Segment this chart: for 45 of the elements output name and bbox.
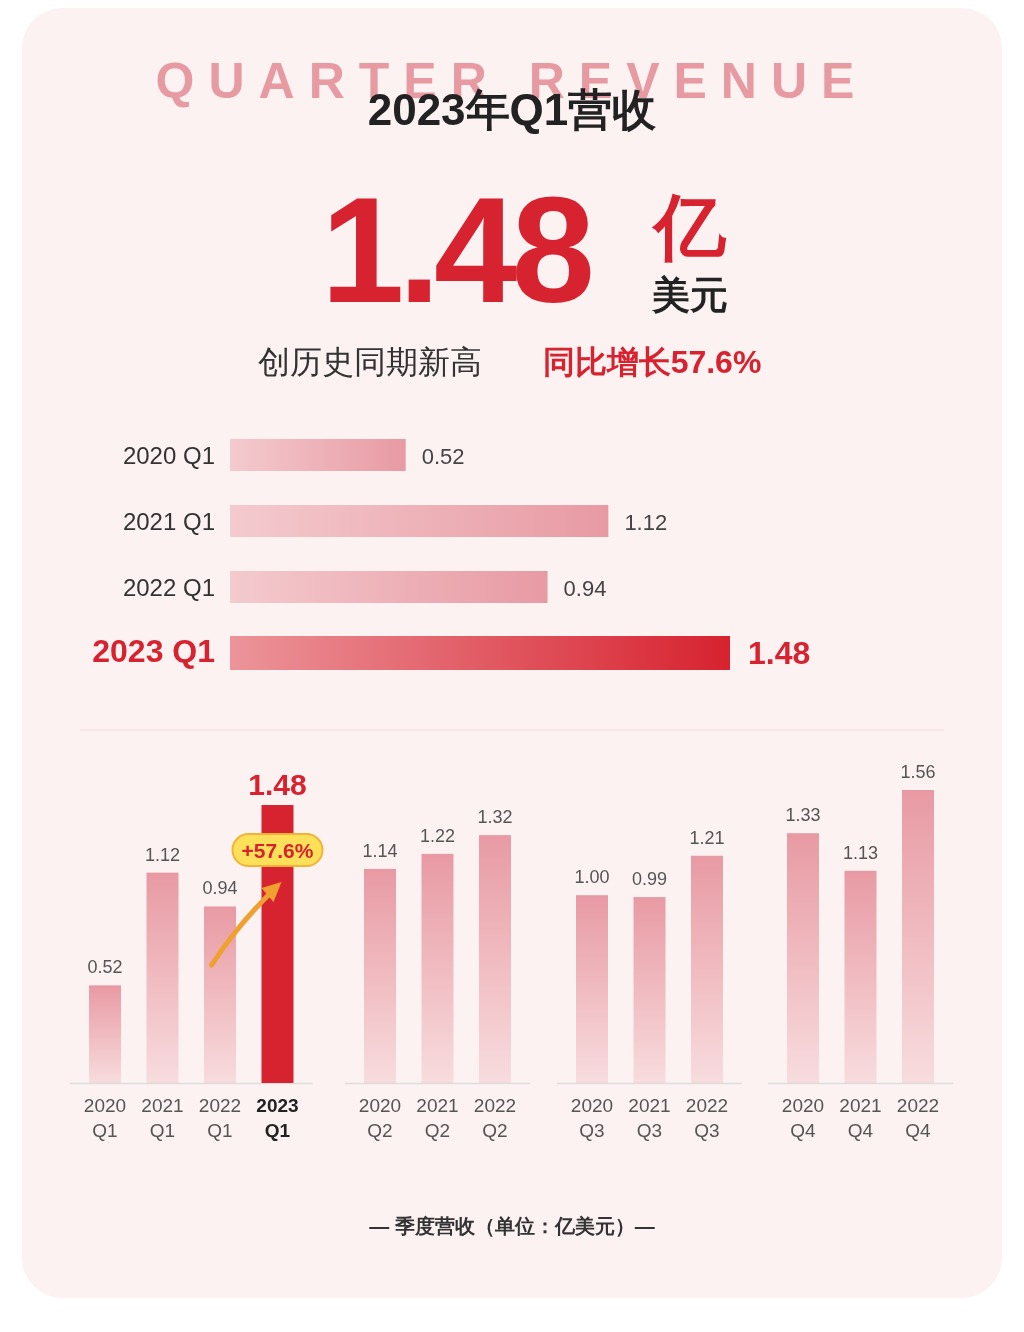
x-tick-label: 2021 Q4: [839, 1095, 882, 1141]
text: 亿: [651, 187, 727, 267]
bar: [230, 505, 609, 537]
annotation: +57.6%: [241, 839, 314, 863]
bar: [146, 872, 179, 1083]
x-tick-label: 2020 Q1: [83, 1095, 127, 1141]
data-label: 1.00: [574, 867, 610, 888]
y-tick-label: 2021 Q1: [122, 508, 215, 535]
x-tick-label: 2023 Q1: [256, 1095, 299, 1141]
data-label: 0.94: [563, 576, 607, 601]
x-tick-label: 2020 Q3: [570, 1095, 614, 1141]
data-label: 1.56: [900, 762, 936, 782]
data-label: 0.52: [421, 444, 465, 469]
data-label: 1.48: [748, 635, 811, 671]
x-tick-label: 2022 Q3: [685, 1095, 729, 1141]
data-label: 1.21: [689, 827, 725, 848]
bar: [230, 636, 730, 670]
text: 美元: [651, 274, 728, 316]
text: 创历史同期新高: [258, 344, 482, 380]
data-label: 1.48: [248, 768, 307, 802]
y-tick-label: 2022 Q1: [122, 574, 215, 601]
x-tick-label: 2021 Q2: [416, 1095, 459, 1141]
data-label: 1.12: [624, 510, 668, 535]
text: 同比增长57.6%: [542, 344, 762, 380]
data-label: 1.14: [362, 840, 398, 861]
bar: [230, 439, 406, 471]
data-label: 0.94: [202, 878, 238, 899]
data-label: 1.33: [785, 805, 821, 826]
x-tick-label: 2022 Q4: [896, 1095, 940, 1141]
data-label: 1.13: [842, 842, 879, 863]
x-tick-label: 2021 Q3: [628, 1095, 671, 1141]
x-tick-label: 2022 Q2: [473, 1095, 517, 1141]
bar: [89, 985, 121, 1083]
y-tick-label: 2020 Q1: [122, 442, 215, 469]
text: — 季度营收（单位：亿美元）—: [369, 1215, 655, 1237]
x-tick-label: 2020 Q4: [781, 1095, 825, 1141]
data-label: 1.32: [477, 807, 513, 828]
y-tick-label: 2023 Q1: [92, 633, 215, 669]
text: 1.48: [321, 166, 591, 334]
data-label: 1.12: [144, 844, 181, 865]
x-tick-label: 2020 Q2: [358, 1095, 402, 1141]
data-label: 1.22: [419, 825, 456, 846]
bar: [230, 571, 548, 603]
data-label: 0.99: [631, 869, 668, 890]
data-label: 0.52: [87, 957, 123, 978]
